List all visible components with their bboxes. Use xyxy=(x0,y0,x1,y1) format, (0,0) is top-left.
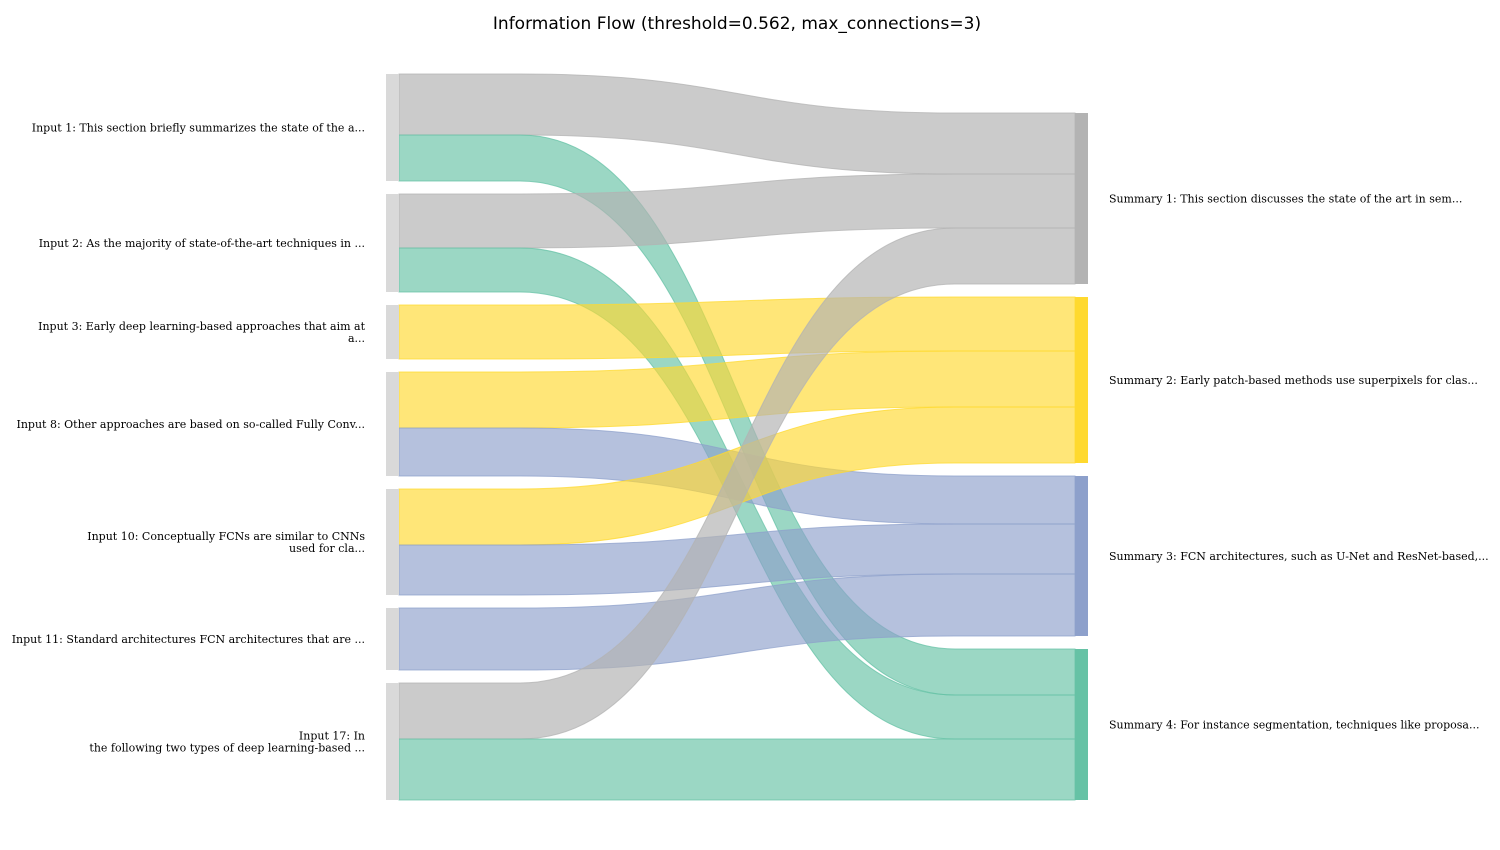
source-label-line: Input 11: Standard architectures FCN arc… xyxy=(12,633,365,646)
source-label-in17: Input 17: In the following two types of d… xyxy=(89,730,365,755)
source-label-in11: Input 11: Standard architectures FCN arc… xyxy=(12,633,365,646)
target-label-s2: Summary 2: Early patch-based methods use… xyxy=(1109,374,1478,387)
source-label-line: Input 17: In xyxy=(299,730,365,743)
target-node-s1 xyxy=(1075,113,1088,284)
source-node-in8 xyxy=(386,372,399,476)
node-labels: Input 1: This section briefly summarizes… xyxy=(12,122,1489,755)
source-label-line: Input 10: Conceptually FCNs are similar … xyxy=(87,530,365,543)
source-node-in11 xyxy=(386,608,399,670)
source-label-line: Input 2: As the majority of state-of-the… xyxy=(39,237,365,250)
source-label-in8: Input 8: Other approaches are based on s… xyxy=(16,418,365,431)
source-label-line: a... xyxy=(348,332,365,345)
source-node-in10 xyxy=(386,489,399,595)
source-label-line: the following two types of deep learning… xyxy=(89,742,365,755)
source-node-in3 xyxy=(386,305,399,359)
source-label-in10: Input 10: Conceptually FCNs are similar … xyxy=(87,530,365,555)
flow-links xyxy=(398,73,1076,801)
target-node-s4 xyxy=(1075,649,1088,800)
source-label-line: used for cla... xyxy=(289,542,365,555)
source-label-in2: Input 2: As the majority of state-of-the… xyxy=(39,237,365,250)
diagram-title: Information Flow (threshold=0.562, max_c… xyxy=(493,14,981,34)
source-node-in17 xyxy=(386,683,399,800)
target-label-s3: Summary 3: FCN architectures, such as U-… xyxy=(1109,550,1489,563)
target-label-line: Summary 2: Early patch-based methods use… xyxy=(1109,374,1478,387)
source-label-in1: Input 1: This section briefly summarizes… xyxy=(32,122,365,135)
target-label-line: Summary 4: For instance segmentation, te… xyxy=(1109,719,1479,732)
source-node-in2 xyxy=(386,194,399,292)
target-label-line: Summary 1: This section discusses the st… xyxy=(1109,193,1462,206)
target-node-s2 xyxy=(1075,297,1088,463)
target-node-s3 xyxy=(1075,476,1088,636)
target-label-s4: Summary 4: For instance segmentation, te… xyxy=(1109,719,1479,732)
flow-link-in3-s2 xyxy=(398,296,1076,360)
source-label-in3: Input 3: Early deep learning-based appro… xyxy=(38,320,365,345)
source-label-line: Input 1: This section briefly summarizes… xyxy=(32,122,365,135)
target-label-line: Summary 3: FCN architectures, such as U-… xyxy=(1109,550,1489,563)
target-label-s1: Summary 1: This section discusses the st… xyxy=(1109,193,1462,206)
source-label-line: Input 3: Early deep learning-based appro… xyxy=(38,320,365,333)
source-label-line: Input 8: Other approaches are based on s… xyxy=(16,418,365,431)
source-node-in1 xyxy=(386,74,399,181)
flow-nodes xyxy=(386,74,1088,800)
flow-link-in17-s4 xyxy=(398,738,1076,801)
